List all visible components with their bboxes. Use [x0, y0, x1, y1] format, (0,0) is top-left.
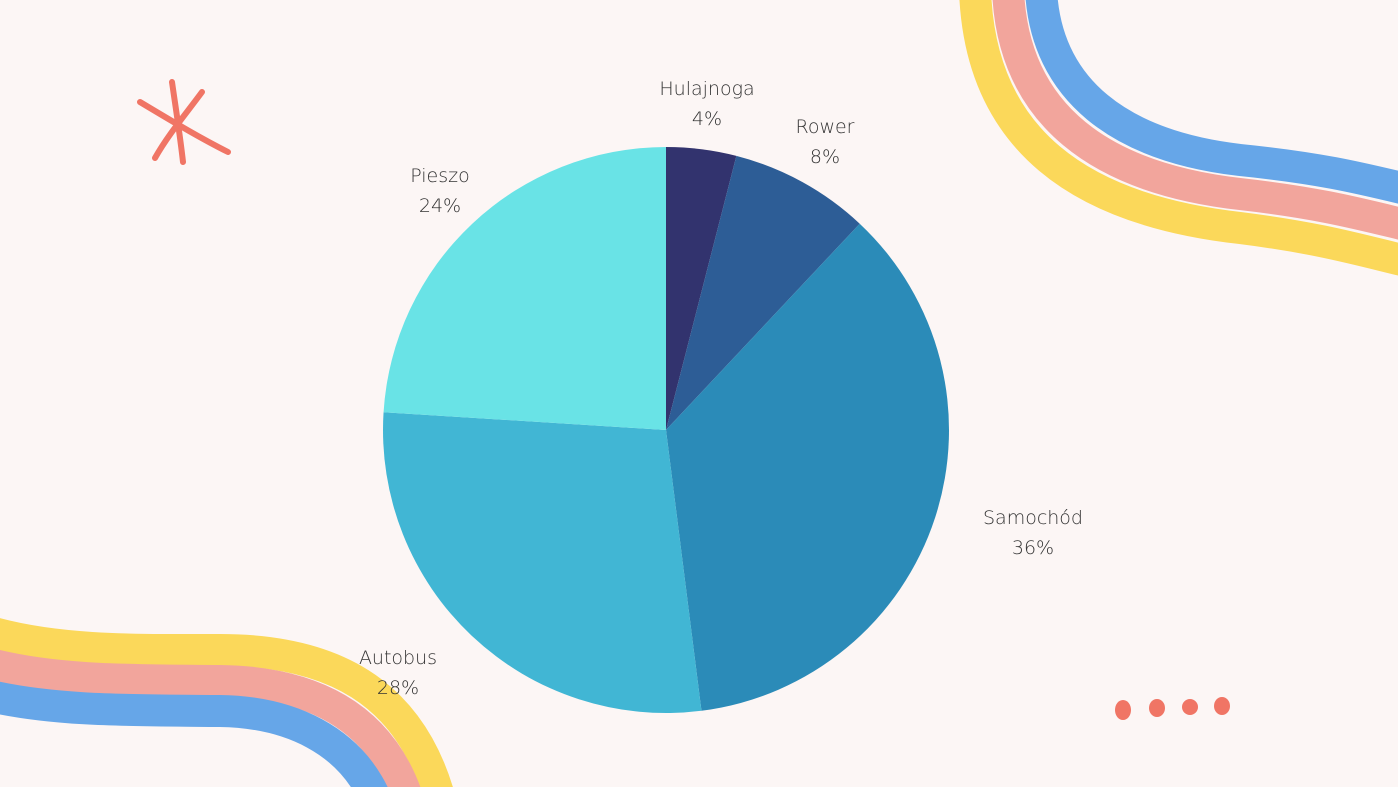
slice-value-hulajnoga: 4%	[692, 108, 722, 130]
decor-dots	[1115, 697, 1230, 720]
slice-value-pieszo: 24%	[419, 195, 461, 217]
slice-label-pieszo: Pieszo	[410, 165, 470, 187]
slice-value-autobus: 28%	[377, 677, 419, 699]
slice-label-autobus: Autobus	[359, 647, 437, 669]
decor-wave-top-right	[959, 0, 1398, 276]
slice-label-hulajnoga: Hulajnoga	[659, 78, 754, 100]
slice-label-samochód: Samochód	[983, 507, 1083, 529]
pie-slice-autobus	[383, 412, 702, 713]
pie-slice-pieszo	[383, 147, 666, 430]
slice-label-rower: Rower	[795, 116, 854, 138]
slice-value-rower: 8%	[810, 146, 840, 168]
decor-asterisk	[137, 79, 231, 165]
pie-slice-rower	[666, 155, 860, 430]
pie	[383, 147, 949, 713]
pie-slice-samochód	[666, 223, 949, 711]
decor-wave-bottom-left	[0, 618, 453, 787]
pie-slice-hulajnoga	[666, 147, 737, 430]
pie-labels: Hulajnoga 4% Rower 8% Samochód 36% Autobus 28% P…	[359, 78, 1083, 699]
slice-value-samochód: 36%	[1012, 537, 1054, 559]
